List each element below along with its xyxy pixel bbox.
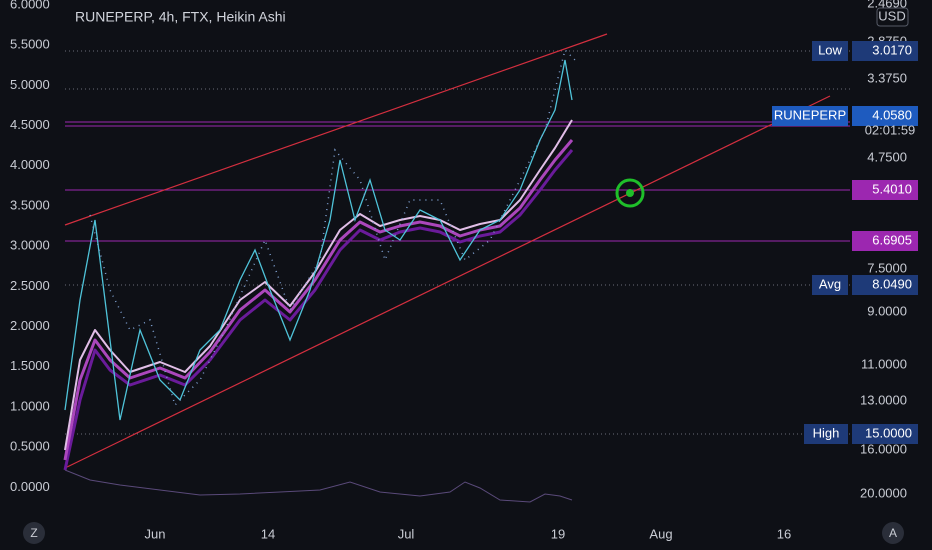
price-tag-label-bg (812, 41, 848, 61)
channel-lower (64, 95, 831, 469)
price-tag-label: Avg (819, 276, 841, 291)
price-tag-label-bg (812, 275, 848, 295)
left-axis: 6.0000 5.5000 5.0000 4.5000 4.0000 3.5000 3.00… (10, 0, 50, 494)
left-tick-label: 2.5000 (10, 278, 50, 293)
currency[interactable]: USD (878, 8, 905, 23)
left-tick-label: 3.0000 (10, 238, 50, 253)
price-tag-value: 6.6905 (872, 232, 912, 247)
target-ring (615, 178, 645, 208)
currency-box[interactable] (876, 7, 909, 27)
price-tag-value: 15.0000 (865, 425, 912, 440)
price-candles (64, 59, 573, 421)
right-axis: 2.46902.87503.37504.75007.50009.000011.0… (860, 0, 907, 500)
price-tag-bg (852, 275, 918, 295)
left-tick-label: 1.0000 (10, 398, 50, 413)
x-tick-label: Jul (398, 526, 415, 541)
x-tick-label: 14 (261, 526, 275, 541)
countdown: 02:01:59 (865, 122, 916, 137)
left-tick-label: 1.5000 (10, 358, 50, 373)
right-tick-label: 9.0000 (867, 303, 907, 318)
target-dot (626, 189, 634, 197)
left-tick-label: 0.0000 (10, 479, 50, 494)
price-tags: 3.0170 Low 4.0580 RUNEPERP 5.4010 6.6905 8.049… (772, 41, 918, 444)
price-tag-label: High (813, 425, 840, 440)
price-tag-bg (852, 231, 918, 251)
left-tick-label: 6.0000 (10, 0, 50, 11)
price-tag-bg (852, 106, 918, 126)
price-tag-label: RUNEPERP (774, 107, 846, 122)
right-tick-label: 11.0000 (861, 356, 907, 371)
button[interactable] (23, 522, 45, 544)
x-tick-label: 19 (551, 526, 565, 541)
button-label[interactable]: Z (30, 526, 37, 540)
left-tick-label: 0.5000 (10, 439, 50, 454)
x-axis: Jun 14 Jul 19 Aug 16 (145, 526, 792, 541)
plot (63, 33, 850, 503)
left-tick-label: 4.5000 (10, 117, 50, 132)
chart-title: RUNEPERP, 4h, FTX, Heikin Ashi (75, 9, 286, 25)
right-tick-label: 7.5000 (867, 260, 907, 275)
price-tag-label: Low (818, 42, 842, 57)
sar-dots (89, 48, 576, 407)
right-tick-label: 16.0000 (860, 441, 907, 456)
right-tick-label: 3.3750 (867, 70, 907, 85)
left-tick-label: 5.5000 (10, 37, 50, 52)
button[interactable] (882, 522, 904, 544)
x-tick-label: Aug (649, 526, 672, 541)
left-tick-label: 2.0000 (10, 318, 50, 333)
volume-line (64, 469, 573, 503)
left-tick-label: 4.0000 (10, 157, 50, 172)
right-tick-label: 4.7500 (867, 149, 907, 164)
price-tag-label-bg (772, 106, 848, 126)
price-tag-value: 4.0580 (872, 107, 912, 122)
price-tag-value: 8.0490 (872, 276, 912, 291)
price-tag-bg (852, 180, 918, 200)
left-tick-label: 3.5000 (10, 197, 50, 212)
price-tag-value: 5.4010 (872, 181, 912, 196)
price-tag-label-bg (804, 424, 848, 444)
right-tick-label: 20.0000 (860, 485, 907, 500)
right-tick-label: 2.4690 (867, 0, 907, 10)
right-tick-label: 13.0000 (860, 392, 907, 407)
button-label[interactable]: A (889, 526, 897, 540)
channel-upper (64, 33, 608, 226)
price-tag-bg (852, 41, 918, 61)
x-tick-label: 16 (777, 526, 791, 541)
price-tag-bg (852, 424, 918, 444)
x-tick-label: Jun (145, 526, 166, 541)
left-tick-label: 5.0000 (10, 77, 50, 92)
price-tag-value: 3.0170 (872, 42, 912, 57)
bottom-bar (0, 519, 932, 550)
